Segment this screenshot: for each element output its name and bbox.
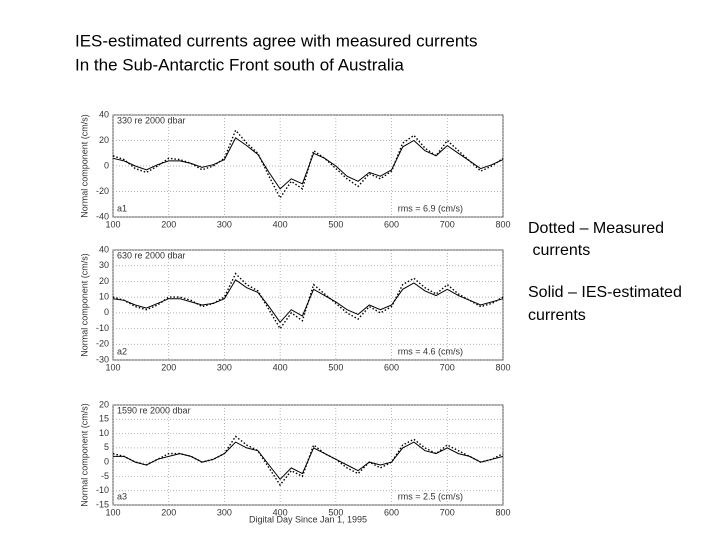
x-tick-label: 500	[328, 219, 343, 229]
x-tick-label: 400	[273, 507, 288, 517]
y-tick-label: 0	[104, 307, 109, 317]
y-tick-label: -30	[96, 354, 109, 364]
x-tick-label: 300	[217, 219, 232, 229]
x-tick-label: 600	[384, 219, 399, 229]
y-tick-label: 40	[99, 109, 109, 119]
annotation: rms = 4.6 (cm/s)	[398, 346, 463, 356]
x-tick-label: 800	[495, 362, 510, 372]
y-tick-label: -10	[96, 323, 109, 333]
y-tick-label: 20	[99, 276, 109, 286]
series-line	[113, 441, 504, 481]
note: Solid – IES-estimated	[528, 284, 682, 301]
y-tick-label: 10	[99, 428, 109, 438]
x-tick-label: 200	[161, 507, 176, 517]
x-tick-label: 100	[105, 362, 120, 372]
x-tick-label: 400	[273, 362, 288, 372]
x-tick-label: 600	[384, 507, 399, 517]
x-tick-label: 500	[328, 362, 343, 372]
annotation: rms = 2.5 (cm/s)	[398, 491, 463, 501]
x-tick-label: 800	[495, 219, 510, 229]
annotation: a3	[117, 491, 127, 501]
y-tick-label: 10	[99, 292, 109, 302]
x-tick-label: 500	[328, 507, 343, 517]
y-tick-label: 30	[99, 260, 109, 270]
y-axis-label: Normal component (cm/s)	[79, 403, 89, 507]
x-tick-label: 200	[161, 362, 176, 372]
annotation: rms = 6.9 (cm/s)	[398, 203, 463, 213]
annotation: 330 re 2000 dbar	[117, 115, 186, 125]
y-axis-label: Normal component (cm/s)	[79, 253, 89, 357]
y-tick-label: 20	[99, 135, 109, 145]
annotation: 1590 re 2000 dbar	[117, 405, 191, 415]
y-tick-label: -40	[96, 211, 109, 221]
plot-frame	[112, 404, 504, 506]
series-line	[112, 279, 504, 324]
y-axis-label: Normal component (cm/s)	[79, 114, 89, 218]
y-tick-label: -5	[101, 471, 109, 481]
annotation: a2	[117, 346, 127, 356]
y-tick-label: 0	[104, 160, 109, 170]
x-tick-label: 400	[273, 219, 288, 229]
y-tick-label: 40	[99, 244, 109, 254]
y-tick-label: -10	[96, 485, 109, 495]
x-axis-label: Digital Day Since Jan 1, 1995	[249, 514, 367, 524]
x-tick-label: 300	[217, 362, 232, 372]
plot-frame	[112, 249, 504, 361]
y-tick-label: 0	[104, 457, 109, 467]
y-tick-label: -20	[96, 339, 109, 349]
slide-title: IES-estimated currents agree with measur…	[75, 31, 478, 50]
x-tick-label: 100	[105, 507, 120, 517]
x-tick-label: 200	[161, 219, 176, 229]
note: currents	[528, 307, 586, 324]
series-line	[112, 137, 504, 190]
x-tick-label: 700	[440, 219, 455, 229]
note: currents	[528, 242, 590, 259]
x-tick-label: 600	[384, 362, 399, 372]
x-tick-label: 100	[105, 219, 120, 229]
y-tick-label: -20	[96, 186, 109, 196]
note: Dotted – Measured	[528, 220, 664, 237]
series-line	[112, 272, 504, 330]
y-tick-label: 20	[99, 399, 109, 409]
annotation: 630 re 2000 dbar	[117, 250, 186, 260]
y-tick-label: -15	[96, 499, 109, 509]
x-tick-label: 300	[217, 507, 232, 517]
x-tick-label: 800	[495, 507, 510, 517]
x-tick-label: 700	[440, 507, 455, 517]
y-tick-label: 15	[99, 414, 109, 424]
slide-title: In the Sub-Antarctic Front south of Aust…	[75, 55, 404, 74]
y-tick-label: 5	[104, 442, 109, 452]
x-tick-label: 700	[440, 362, 455, 372]
annotation: a1	[117, 203, 127, 213]
